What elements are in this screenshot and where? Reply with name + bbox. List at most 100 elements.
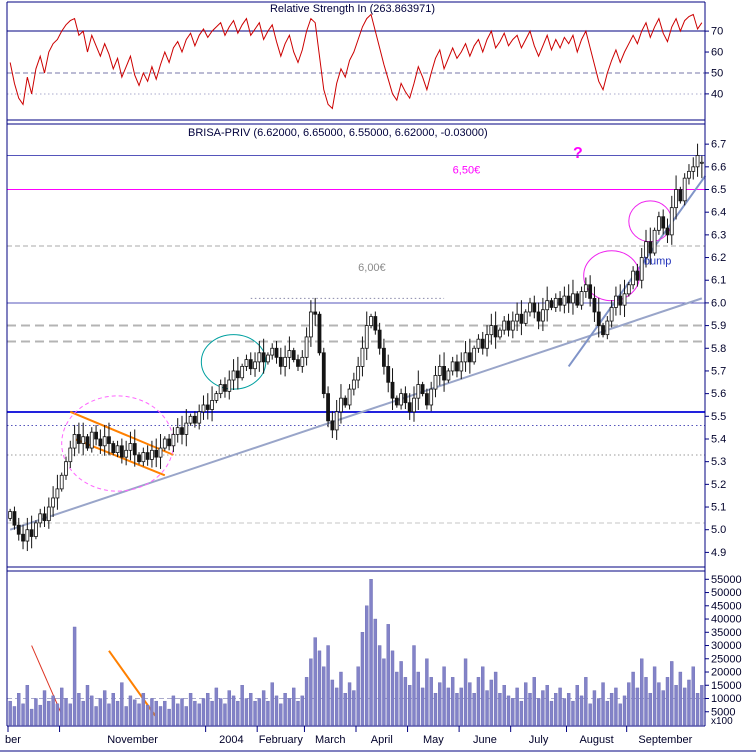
candlestick (29, 529, 34, 537)
volume-axis-label: 20000 (711, 667, 742, 679)
candlestick (656, 216, 661, 231)
volume-bar (334, 687, 339, 726)
candlestick (81, 436, 86, 444)
candlestick (150, 449, 154, 460)
volume-bar (498, 693, 502, 726)
candlestick (609, 307, 614, 322)
volume-bar (420, 687, 425, 726)
candlestick (85, 436, 90, 449)
candlestick (51, 497, 56, 508)
x-axis-label: April (371, 734, 393, 746)
rsi-axis-label: 60 (711, 47, 723, 59)
price-axis-label: 5.8 (711, 343, 726, 355)
candlestick (339, 397, 343, 413)
volume-bar (605, 700, 610, 726)
candlestick (111, 443, 116, 453)
candlestick (192, 415, 197, 424)
candlestick (102, 436, 107, 447)
candlestick (665, 227, 670, 236)
candlestick (545, 300, 550, 311)
volume-bar (214, 687, 219, 726)
rsi-axis-label: 40 (711, 88, 723, 100)
volume-bar (51, 695, 55, 726)
volume-bar (541, 690, 545, 726)
volume-bar (455, 693, 459, 726)
volume-bar (261, 690, 266, 726)
candlestick (687, 170, 691, 179)
volume-bar (691, 666, 695, 726)
volume-bar (446, 687, 451, 726)
volume-axis-label: 30000 (711, 640, 742, 652)
candlestick (450, 361, 455, 372)
volume-axis-label: 50000 (711, 587, 742, 599)
candlestick (55, 488, 60, 499)
volume-bar (614, 687, 618, 726)
candlestick (38, 513, 43, 524)
candlestick (485, 334, 489, 349)
volume-bar (150, 698, 154, 726)
price-panel-title: BRISA-PRIV (6.62000, 6.65000, 6.55000, 6… (188, 127, 488, 139)
volume-bar (72, 626, 77, 726)
candlestick (377, 329, 382, 349)
candlestick (412, 397, 416, 413)
volume-bar (102, 690, 107, 726)
volume-bar (47, 700, 51, 726)
volume-bar (575, 685, 579, 726)
candlestick (489, 325, 494, 336)
candlestick (266, 354, 270, 363)
volume-bar (236, 700, 240, 726)
candlestick (21, 533, 25, 542)
volume-bar (210, 700, 214, 726)
candlestick (347, 388, 352, 406)
candlestick (244, 359, 249, 367)
volume-bar (296, 700, 300, 726)
volume-axis-label: 35000 (711, 627, 742, 639)
volume-axis-label: 45000 (711, 600, 742, 612)
candlestick (218, 384, 223, 395)
candlestick (596, 311, 601, 326)
volume-bar (506, 695, 511, 726)
volume-bar (266, 700, 270, 726)
volume-bar (609, 693, 614, 726)
volume-bar (270, 682, 274, 726)
volume-bar (352, 690, 356, 726)
volume-bar (300, 695, 304, 726)
candlestick (549, 300, 554, 308)
volume-bar (644, 677, 648, 726)
volume-bar (85, 685, 90, 726)
volume-bar (695, 693, 700, 726)
volume-bar (622, 695, 627, 726)
volume-bar (304, 677, 309, 726)
candlestick (141, 452, 146, 463)
candlestick (291, 350, 296, 361)
volume-bar (549, 700, 554, 726)
volume-bar (81, 700, 85, 726)
volume-bar (687, 679, 691, 726)
volume-bar (412, 645, 416, 726)
volume-bar (124, 706, 128, 726)
volume-bar (390, 650, 395, 726)
volume-bar (12, 706, 17, 726)
volume-bar (77, 693, 81, 726)
candlestick (506, 320, 511, 331)
candlestick (553, 297, 558, 308)
candlestick (394, 397, 399, 406)
volume-bar (433, 693, 438, 726)
candlestick (420, 384, 425, 395)
candlestick (540, 309, 545, 322)
volume-bar (627, 682, 631, 726)
volume-bar (25, 685, 30, 726)
candlestick (132, 443, 137, 456)
x-axis-label: November (107, 734, 158, 746)
volume-bar (416, 671, 420, 726)
volume-bar (330, 679, 335, 726)
candlestick (618, 295, 623, 306)
volume-unit-label: x100 (711, 716, 733, 727)
annotation-text: 6,00€ (358, 262, 386, 274)
price-axis-label: 5.1 (711, 502, 726, 514)
volume-bar (377, 645, 382, 726)
volume-bar (193, 700, 197, 726)
candlestick (386, 366, 391, 383)
volume-bar (450, 677, 455, 726)
